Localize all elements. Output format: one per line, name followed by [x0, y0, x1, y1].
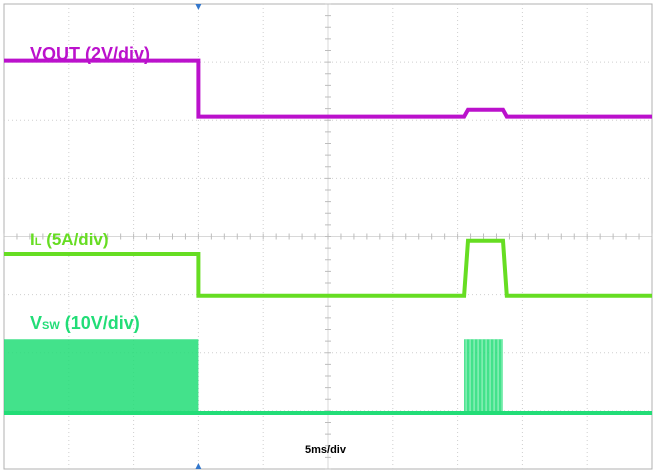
trace-label-subscript: L [34, 236, 42, 248]
trace-label-main: V [30, 313, 43, 333]
vsw-label: VSW (10V/div) [30, 313, 140, 334]
vout-label: VOUT (2V/div) [30, 44, 151, 64]
time-per-div-label: 5ms/div [305, 444, 346, 456]
vsw-switching-band-0 [4, 339, 199, 413]
trace-label-scale: (5A/div) [41, 230, 109, 249]
trace-label-subscript: SW [42, 320, 60, 332]
trace-1 [4, 238, 652, 298]
trace-label-main: I [30, 230, 35, 249]
trace-0 [4, 58, 652, 119]
trigger-marker-top [195, 4, 202, 10]
trace-label-scale: (10V/div) [59, 313, 140, 333]
trigger-marker-bottom [195, 463, 202, 469]
il-label: IL (5A/div) [30, 230, 109, 250]
